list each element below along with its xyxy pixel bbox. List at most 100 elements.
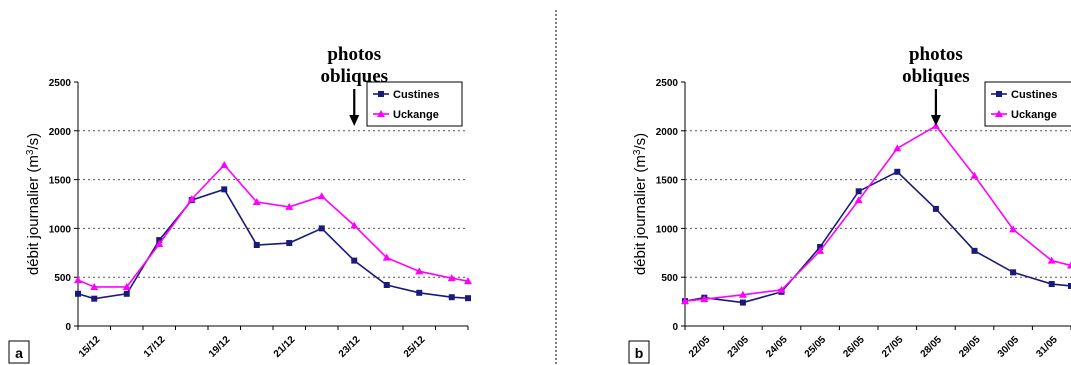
data-point-uckange bbox=[738, 290, 747, 298]
data-point-uckange bbox=[74, 276, 82, 284]
data-point-custines bbox=[351, 257, 358, 264]
data-point-uckange bbox=[285, 202, 294, 210]
data-point-uckange bbox=[464, 277, 472, 285]
series-line-custines bbox=[684, 170, 1071, 304]
panel-letter: b bbox=[635, 345, 644, 361]
x-tick-label: 25/05 bbox=[803, 334, 829, 360]
data-point-uckange bbox=[382, 253, 391, 261]
data-point-custines bbox=[286, 240, 293, 247]
x-tick-label: 29/05 bbox=[957, 334, 983, 360]
y-tick-label: 0 bbox=[672, 322, 678, 333]
series-line-custines bbox=[77, 188, 469, 300]
y-tick-label: 1000 bbox=[656, 224, 679, 235]
data-point-custines bbox=[91, 295, 98, 302]
x-tick-label: 24/05 bbox=[764, 334, 790, 360]
y-tick-label: 500 bbox=[661, 273, 678, 284]
data-point-uckange bbox=[1047, 256, 1056, 264]
annotation-line1: photos bbox=[909, 44, 963, 65]
data-point-uckange bbox=[317, 192, 326, 200]
y-tick-label: 1500 bbox=[656, 176, 679, 187]
x-tick-label: 17/12 bbox=[142, 334, 168, 360]
data-point-uckange bbox=[350, 221, 359, 229]
series-line-uckange bbox=[77, 163, 469, 288]
data-point-uckange bbox=[970, 171, 979, 179]
legend-marker-custines bbox=[378, 91, 384, 97]
data-point-uckange bbox=[777, 285, 786, 293]
y-tick-label: 2000 bbox=[656, 127, 679, 138]
x-tick-label: 21/12 bbox=[272, 334, 298, 360]
data-point-uckange bbox=[155, 240, 164, 248]
legend-label-custines: Custines bbox=[393, 89, 439, 101]
y-tick-label: 1000 bbox=[49, 224, 72, 235]
data-point-custines bbox=[1068, 282, 1071, 289]
annotation-arrow-head bbox=[349, 115, 360, 126]
x-tick-label: 23/12 bbox=[337, 334, 363, 360]
annotation-line2: obliques bbox=[902, 66, 970, 87]
data-point-uckange bbox=[854, 196, 863, 204]
data-point-uckange bbox=[187, 195, 196, 203]
legend-marker-custines bbox=[996, 91, 1002, 97]
x-tick-label: 30/05 bbox=[996, 334, 1022, 360]
x-tick-label: 15/12 bbox=[77, 334, 103, 360]
legend-marker-uckange bbox=[995, 110, 1003, 117]
legend-label-uckange: Uckange bbox=[393, 109, 439, 121]
x-tick-label: 19/12 bbox=[207, 334, 233, 360]
data-point-uckange bbox=[893, 144, 902, 152]
y-tick-label: 2500 bbox=[49, 78, 72, 89]
x-tick-label: 28/05 bbox=[919, 334, 945, 360]
data-point-custines bbox=[123, 290, 130, 297]
chart-panel-a: 0 500 1000 1500 2000 2500 15/12 17/12 19/12 21/12… bbox=[8, 42, 472, 364]
data-point-custines bbox=[894, 168, 901, 175]
data-point-custines bbox=[465, 295, 471, 302]
x-tick-label: 23/05 bbox=[726, 334, 752, 360]
y-axis-label: débit journalier (m3/s) bbox=[25, 133, 43, 275]
legend-label-uckange: Uckange bbox=[1011, 109, 1057, 121]
y-tick-label: 1500 bbox=[49, 176, 72, 187]
data-point-uckange bbox=[1067, 261, 1071, 269]
data-point-custines bbox=[1048, 281, 1055, 288]
data-point-custines bbox=[383, 282, 390, 289]
legend-box bbox=[366, 81, 463, 127]
data-point-uckange bbox=[700, 295, 709, 303]
legend-marker-uckange bbox=[377, 110, 385, 117]
data-point-custines bbox=[416, 289, 423, 296]
y-tick-label: 2500 bbox=[656, 78, 679, 89]
data-point-uckange bbox=[90, 282, 99, 290]
y-tick-label: 2000 bbox=[49, 127, 72, 138]
data-point-custines bbox=[253, 241, 260, 248]
data-point-uckange bbox=[816, 246, 825, 254]
chart-panel-b: 0 500 1000 1500 2000 2500 22/05 23/05 24/05 25/05… bbox=[628, 42, 1071, 364]
data-point-custines bbox=[1010, 269, 1017, 276]
data-point-uckange bbox=[1009, 225, 1018, 233]
data-point-uckange bbox=[415, 267, 424, 275]
annotation-line1: photos bbox=[327, 44, 381, 65]
x-tick-label: 25/12 bbox=[402, 334, 428, 360]
data-point-uckange bbox=[122, 282, 131, 290]
panel-letter-box bbox=[8, 340, 30, 364]
panel-letter: a bbox=[15, 345, 23, 361]
x-tick-label: 22/05 bbox=[687, 334, 713, 360]
legend-box bbox=[984, 81, 1071, 127]
data-point-custines bbox=[855, 188, 862, 195]
data-point-custines bbox=[448, 294, 455, 301]
data-point-uckange bbox=[447, 274, 456, 282]
data-point-custines bbox=[318, 225, 325, 232]
legend-label-custines: Custines bbox=[1011, 89, 1057, 101]
series-line-uckange bbox=[684, 124, 1071, 302]
y-tick-label: 0 bbox=[65, 322, 71, 333]
data-point-custines bbox=[932, 205, 939, 212]
x-tick-label: 27/05 bbox=[880, 334, 906, 360]
y-tick-label: 500 bbox=[54, 273, 71, 284]
data-point-uckange bbox=[681, 297, 689, 305]
data-point-uckange bbox=[252, 198, 261, 206]
panel-letter-box bbox=[628, 340, 650, 364]
data-point-custines bbox=[739, 299, 746, 306]
x-tick-label: 26/05 bbox=[841, 334, 867, 360]
annotation-arrow-head bbox=[930, 115, 941, 126]
data-point-uckange bbox=[220, 160, 229, 168]
data-point-custines bbox=[971, 247, 978, 254]
y-axis-label: débit journalier (m3/s) bbox=[632, 133, 650, 275]
data-point-custines bbox=[75, 290, 81, 297]
x-tick-label: 31/05 bbox=[1034, 334, 1060, 360]
